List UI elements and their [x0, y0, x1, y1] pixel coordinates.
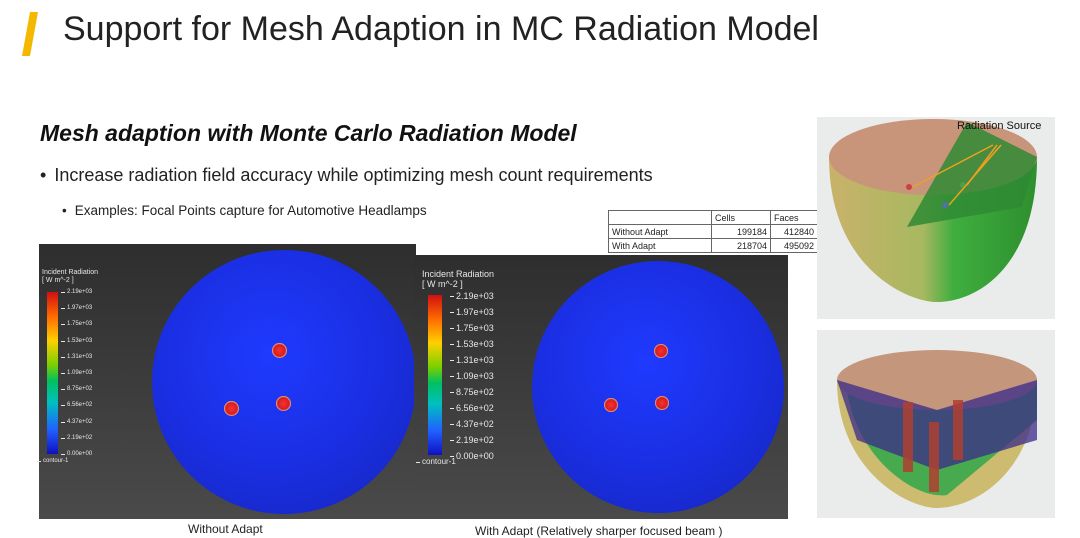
- table-header-cell: Faces: [770, 210, 818, 225]
- caption-with-adapt: With Adapt (Relatively sharper focused b…: [475, 524, 723, 538]
- color-scale-tick-label: 6.56e+02: [60, 402, 93, 409]
- sphere-surface: [532, 261, 784, 513]
- focal-spot: [655, 396, 669, 410]
- caption-without-adapt: Without Adapt: [188, 522, 263, 536]
- bullet-icon: •: [62, 203, 67, 218]
- color-scale-tick-label: 1.09e+03: [450, 370, 494, 381]
- table-header-cell: Cells: [711, 210, 771, 225]
- table-cell: With Adapt: [608, 238, 712, 253]
- legend-title: Incident Radiation [ W m^-2 ]: [422, 269, 494, 289]
- bullet-icon: •: [40, 165, 47, 185]
- color-scale-tick-label: 8.75e+02: [450, 386, 494, 397]
- color-scale-tick-label: 2.19e+02: [450, 434, 494, 445]
- table-cell: 218704: [711, 238, 771, 253]
- focal-spot: [604, 398, 618, 412]
- radiation-source-label: Radiation Source: [957, 120, 1042, 132]
- table-cell: 495092: [770, 238, 818, 253]
- color-scale-tick-label: 6.56e+02: [450, 402, 494, 413]
- legend-title-line: Incident Radiation: [422, 269, 495, 279]
- color-scale-tick-label: 0.00e+00: [450, 450, 494, 461]
- headlamp-hemisphere-image: Radiation Source: [817, 117, 1055, 319]
- legend-title-line: Incident Radiation: [42, 269, 99, 276]
- color-scale-tick-label: 1.75e+03: [60, 321, 93, 328]
- table-cell: 199184: [711, 224, 771, 239]
- mesh-count-table: Cells Faces Without Adapt 199184 412840 …: [608, 210, 818, 253]
- color-scale-bar: [47, 292, 58, 454]
- contour-label: contour-1: [36, 458, 69, 464]
- color-scale-tick-label: 1.31e+03: [60, 353, 93, 360]
- color-scale-tick-label: 8.75e+02: [60, 386, 93, 393]
- table-cell: Without Adapt: [608, 224, 712, 239]
- focal-spot: [654, 344, 668, 358]
- sphere-surface: [152, 250, 416, 514]
- legend-unit-line: [ W m^-2 ]: [422, 279, 463, 289]
- table-header-cell: [608, 210, 712, 225]
- color-scale-tick-label: 0.00e+00: [60, 451, 93, 457]
- color-scale-bar: [428, 295, 442, 455]
- color-scale-tick-label: 4.37e+02: [450, 418, 494, 429]
- contour-plot-with-adapt: Incident Radiation [ W m^-2 ] 2.19e+03 1.…: [414, 255, 788, 519]
- color-scale-tick-label: 2.19e+03: [450, 290, 494, 301]
- slide-title: Support for Mesh Adaption in MC Radiatio…: [63, 10, 819, 48]
- legend-unit-line: [ W m^-2 ]: [42, 277, 74, 284]
- legend-title: Incident Radiation [ W m^-2 ]: [42, 269, 98, 285]
- color-scale-tick-label: 2.19e+02: [60, 434, 93, 441]
- focal-spot: [276, 396, 291, 411]
- accent-bar: [22, 12, 38, 56]
- color-scale-tick-label: 4.37e+02: [60, 418, 93, 425]
- table-row: Without Adapt 199184 412840: [608, 224, 818, 239]
- hemisphere-illustration: [829, 119, 1037, 302]
- color-scale-tick-label: 1.09e+03: [60, 370, 93, 376]
- table-row: With Adapt 218704 495092: [608, 238, 818, 253]
- color-scale-tick-label: 2.19e+03: [60, 289, 93, 295]
- color-scale-tick-label: 1.31e+03: [450, 354, 494, 365]
- color-scale-tick-label: 1.75e+03: [450, 322, 494, 333]
- contour-plot-without-adapt: Incident Radiation [ W m^-2 ] 2.19e+03 1.…: [36, 244, 416, 519]
- table-header-row: Cells Faces: [608, 210, 818, 225]
- bullet-item: • Increase radiation field accuracy while…: [40, 165, 653, 186]
- focal-spot: [224, 401, 239, 416]
- color-scale-tick-label: 1.53e+03: [450, 338, 494, 349]
- color-scale-tick-label: 1.53e+03: [60, 337, 93, 344]
- contour-label: contour-1: [416, 457, 456, 466]
- table-cell: 412840: [770, 224, 818, 239]
- headlamp-mesh-cutaway-image: [817, 330, 1055, 518]
- color-scale-tick-label: 1.97e+03: [60, 305, 93, 312]
- cutaway-illustration: [837, 350, 1037, 508]
- bullet-text: Increase radiation field accuracy while …: [54, 165, 653, 185]
- slide-subtitle: Mesh adaption with Monte Carlo Radiation…: [40, 120, 577, 146]
- sub-bullet-item: • Examples: Focal Points capture for Auto…: [62, 203, 427, 218]
- sub-bullet-text: Examples: Focal Points capture for Autom…: [74, 203, 427, 218]
- focal-spot: [272, 343, 287, 358]
- color-scale-tick-label: 1.97e+03: [450, 306, 494, 317]
